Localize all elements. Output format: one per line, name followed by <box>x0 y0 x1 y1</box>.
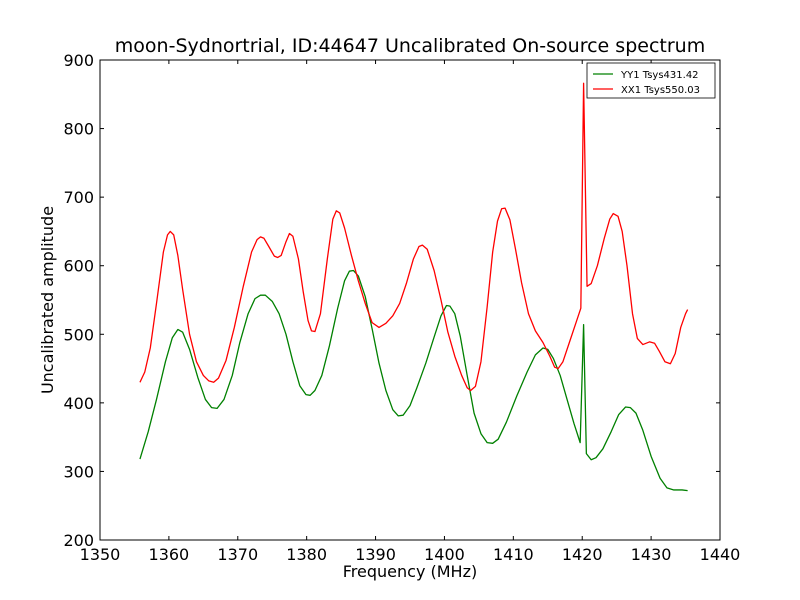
chart-title: moon-Sydnortrial, ID:44647 Uncalibrated … <box>115 35 705 57</box>
legend-label-0: YY1 Tsys431.42 <box>620 70 699 81</box>
y-tick-label: 300 <box>63 462 94 481</box>
legend-label-1: XX1 Tsys550.03 <box>621 85 700 96</box>
y-axis-title: Uncalibrated amplitude <box>38 206 57 394</box>
x-tick-label: 1380 <box>286 545 327 564</box>
x-tick-label: 1440 <box>700 545 741 564</box>
x-tick-label: 1360 <box>149 545 190 564</box>
y-axis-ticks: 200 300 400 500 600 700 800 900 <box>63 51 720 550</box>
x-axis-title: Frequency (MHz) <box>343 562 477 581</box>
y-tick-label: 700 <box>63 188 94 207</box>
series-line-1 <box>139 82 689 392</box>
y-tick-label: 500 <box>63 325 94 344</box>
legend-box <box>586 62 716 99</box>
x-tick-label: 1370 <box>217 545 258 564</box>
legend: YY1 Tsys431.42 XX1 Tsys550.03 <box>586 62 716 99</box>
x-axis-ticks: 1350 1360 1370 1380 1390 1400 1410 1420 1430 1440 <box>80 60 741 564</box>
y-tick-label: 600 <box>63 257 94 276</box>
x-tick-label: 1390 <box>355 545 396 564</box>
x-tick-label: 1420 <box>562 545 603 564</box>
x-tick-label: 1350 <box>80 545 121 564</box>
x-tick-label: 1430 <box>631 545 672 564</box>
y-tick-label: 800 <box>63 120 94 139</box>
series-layer <box>139 82 689 492</box>
series-line-0 <box>139 269 688 492</box>
y-tick-label: 900 <box>63 51 94 70</box>
x-tick-label: 1400 <box>424 545 465 564</box>
y-tick-label: 400 <box>63 394 94 413</box>
plot-frame <box>99 59 721 541</box>
legend-entries: YY1 Tsys431.42 XX1 Tsys550.03 <box>593 70 700 96</box>
y-tick-label: 200 <box>63 531 94 550</box>
x-tick-label: 1410 <box>493 545 534 564</box>
